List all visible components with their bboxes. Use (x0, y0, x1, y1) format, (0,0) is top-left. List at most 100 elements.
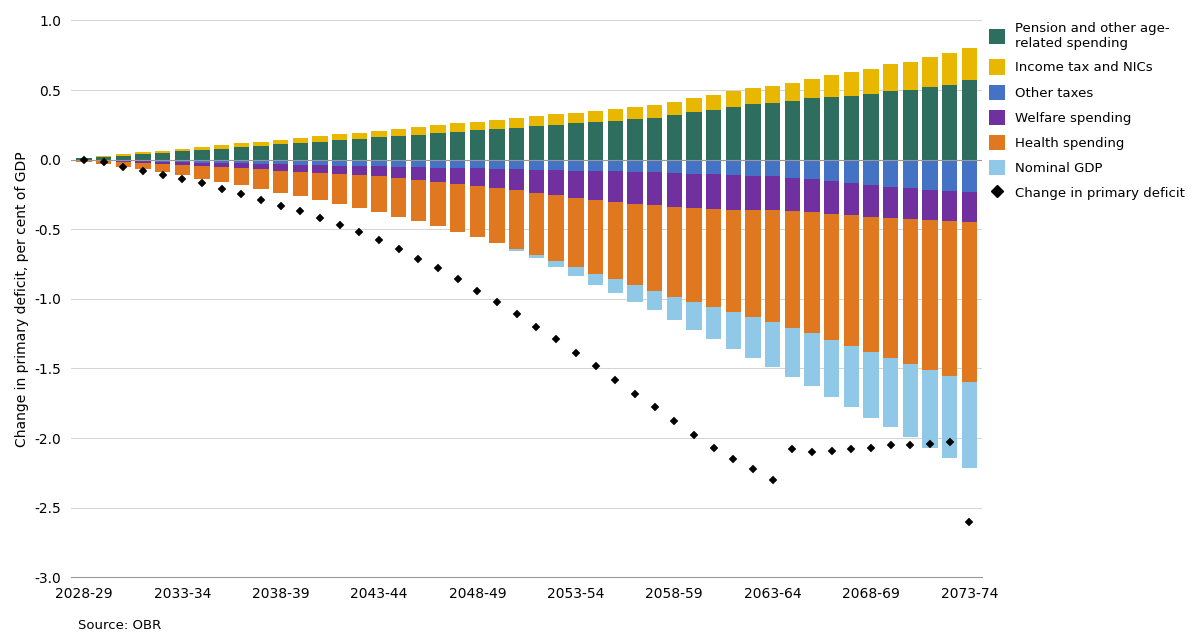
Bar (666, 297, 682, 320)
Bar (804, 98, 820, 159)
Bar (961, 382, 977, 468)
Bar (431, 168, 445, 182)
Bar (706, 174, 721, 209)
Bar (155, 164, 170, 172)
Bar (785, 83, 800, 101)
Bar (312, 142, 328, 159)
Bar (352, 133, 367, 139)
Bar (706, 159, 721, 174)
Bar (115, 156, 131, 159)
Bar (410, 159, 426, 167)
Bar (175, 159, 190, 162)
Bar (529, 193, 544, 255)
Bar (785, 101, 800, 159)
Bar (726, 210, 740, 312)
Bar (155, 162, 170, 164)
Bar (942, 220, 958, 376)
Bar (923, 220, 937, 370)
Bar (804, 159, 820, 179)
Bar (136, 152, 151, 154)
Bar (214, 145, 229, 149)
Bar (372, 137, 386, 159)
Bar (902, 188, 918, 218)
Bar (293, 164, 308, 171)
Bar (312, 165, 328, 173)
Bar (490, 159, 505, 169)
Bar (194, 147, 210, 150)
Bar (666, 206, 682, 297)
Bar (548, 125, 564, 159)
Bar (274, 164, 288, 171)
Bar (824, 340, 839, 397)
Bar (293, 171, 308, 196)
Bar (588, 122, 604, 159)
Bar (686, 208, 702, 302)
Bar (706, 307, 721, 339)
Bar (607, 109, 623, 121)
Bar (726, 312, 740, 349)
Bar (410, 135, 426, 159)
Bar (175, 165, 190, 175)
Bar (293, 138, 308, 143)
Bar (588, 200, 604, 274)
Bar (352, 175, 367, 208)
Bar (234, 144, 250, 147)
Bar (706, 95, 721, 110)
Bar (804, 79, 820, 98)
Bar (568, 159, 583, 171)
Bar (745, 318, 761, 358)
Bar (942, 53, 958, 84)
Bar (588, 159, 604, 171)
Bar (568, 267, 583, 276)
Bar (194, 159, 210, 163)
Bar (607, 171, 623, 202)
Bar (785, 178, 800, 211)
Bar (469, 159, 485, 168)
Bar (902, 159, 918, 188)
Bar (863, 185, 878, 217)
Bar (628, 172, 642, 204)
Bar (194, 163, 210, 166)
Bar (568, 123, 583, 159)
Bar (431, 182, 445, 227)
Bar (902, 218, 918, 364)
Bar (764, 322, 780, 367)
Bar (824, 76, 839, 97)
Bar (529, 255, 544, 258)
Bar (332, 174, 347, 204)
Bar (548, 159, 564, 170)
Bar (628, 204, 642, 285)
Bar (923, 87, 937, 159)
Bar (115, 159, 131, 161)
Bar (469, 168, 485, 186)
Bar (824, 97, 839, 159)
Bar (410, 127, 426, 135)
Bar (509, 249, 524, 251)
Bar (647, 159, 662, 172)
Bar (883, 64, 899, 91)
Bar (628, 285, 642, 302)
Bar (115, 161, 131, 163)
Bar (745, 176, 761, 210)
Bar (666, 115, 682, 159)
Bar (155, 150, 170, 153)
Bar (607, 159, 623, 171)
Bar (804, 179, 820, 212)
Bar (490, 169, 505, 188)
Bar (136, 163, 151, 170)
Bar (410, 167, 426, 180)
Bar (332, 159, 347, 166)
Bar (469, 130, 485, 159)
Bar (824, 181, 839, 214)
Bar (253, 164, 269, 170)
Bar (312, 159, 328, 165)
Bar (391, 136, 407, 159)
Bar (686, 98, 702, 112)
Bar (686, 112, 702, 159)
Bar (961, 192, 977, 222)
Bar (666, 159, 682, 173)
Bar (96, 161, 112, 164)
Bar (293, 143, 308, 159)
Legend: Pension and other age-
related spending, Income tax and NICs, Other taxes, Welfa: Pension and other age- related spending,… (989, 22, 1184, 200)
Bar (529, 159, 544, 170)
